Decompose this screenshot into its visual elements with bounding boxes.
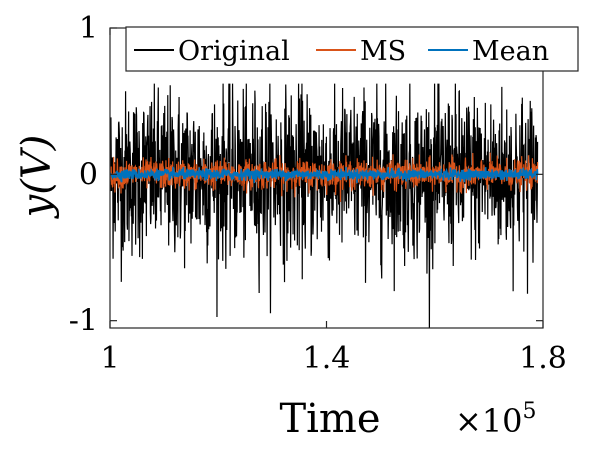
x-tick-label: 1 bbox=[100, 341, 119, 376]
x-tick-label: 1.4 bbox=[303, 341, 351, 376]
y-tick-label: -1 bbox=[69, 304, 98, 339]
series-line-mean bbox=[110, 166, 539, 184]
x-axis-exponent-base: ×10 bbox=[455, 402, 523, 440]
plot-area bbox=[110, 83, 539, 328]
axis-labels: Time ×105 y(V) bbox=[14, 135, 537, 442]
legend-label-original: Original bbox=[178, 36, 290, 67]
legend-label-mean: Mean bbox=[472, 36, 549, 67]
legend-label-ms: MS bbox=[360, 36, 406, 67]
x-axis-label: Time bbox=[279, 396, 380, 442]
legend: Original MS Mean bbox=[125, 26, 579, 72]
ticks: 1 1.4 1.8 -1 0 1 bbox=[69, 11, 567, 376]
y-axis-label: y(V) bbox=[14, 135, 60, 220]
x-axis-exponent-power: 5 bbox=[523, 399, 537, 424]
y-tick-label: 1 bbox=[79, 11, 98, 46]
x-tick-label: 1.8 bbox=[519, 341, 567, 376]
x-axis-exponent: ×105 bbox=[455, 399, 537, 440]
y-tick-label: 0 bbox=[79, 157, 98, 192]
series-line-original bbox=[110, 83, 539, 328]
